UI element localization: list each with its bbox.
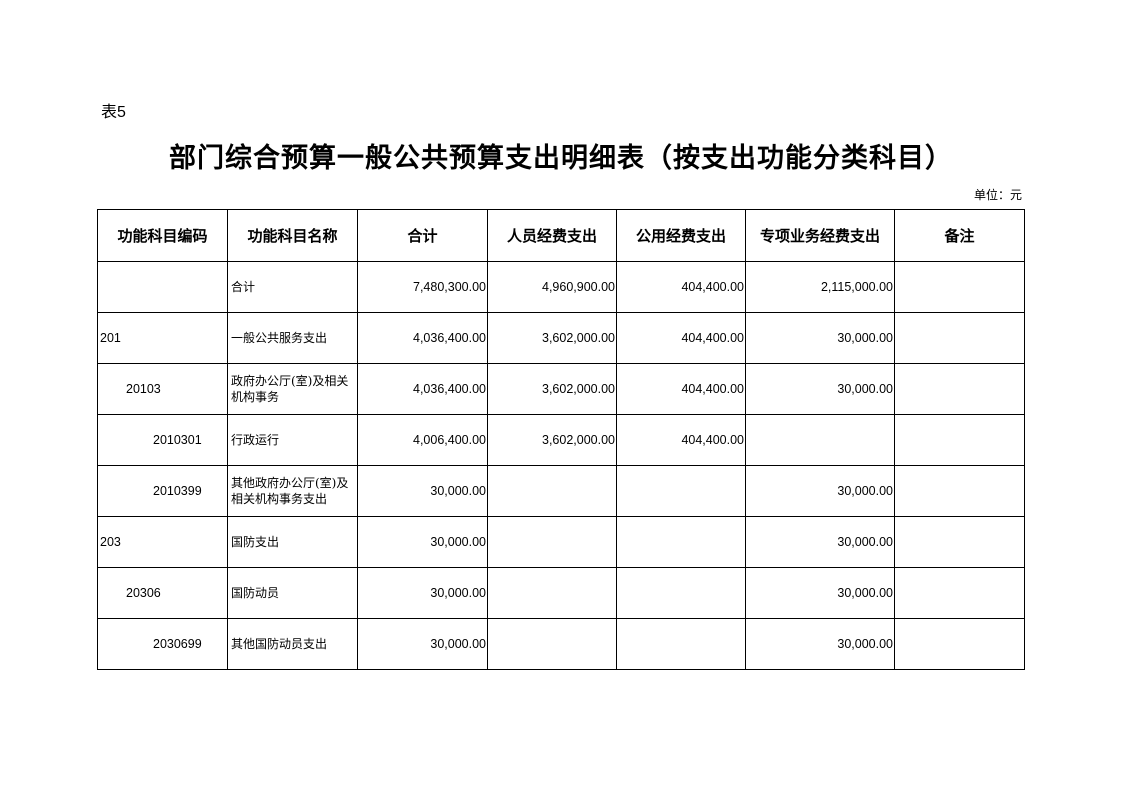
- cell-public: 404,400.00: [616, 312, 746, 364]
- cell-note: [894, 261, 1025, 313]
- cell-public: 404,400.00: [616, 414, 746, 466]
- table-row: 203 国防支出 30,000.00 30,000.00: [97, 516, 1025, 568]
- cell-special: [745, 414, 895, 466]
- cell-personnel: [487, 465, 617, 517]
- cell-public: [616, 618, 746, 670]
- table-row: 2030699 其他国防动员支出 30,000.00 30,000.00: [97, 618, 1025, 670]
- col-header-personnel: 人员经费支出: [487, 209, 617, 262]
- cell-special: 30,000.00: [745, 516, 895, 568]
- cell-code: [97, 261, 228, 313]
- cell-total: 30,000.00: [357, 567, 488, 619]
- cell-personnel: 3,602,000.00: [487, 414, 617, 466]
- cell-special: 30,000.00: [745, 363, 895, 415]
- cell-code: 20103: [97, 363, 228, 415]
- cell-personnel: [487, 516, 617, 568]
- cell-personnel: 4,960,900.00: [487, 261, 617, 313]
- col-header-public: 公用经费支出: [616, 209, 746, 262]
- cell-code: 2030699: [97, 618, 228, 670]
- cell-total: 4,036,400.00: [357, 312, 488, 364]
- cell-note: [894, 465, 1025, 517]
- cell-total: 30,000.00: [357, 516, 488, 568]
- header-row: 功能科目编码 功能科目名称 合计 人员经费支出 公用经费支出 专项业务经费支出 …: [97, 209, 1025, 262]
- table-row: 20306 国防动员 30,000.00 30,000.00: [97, 567, 1025, 619]
- cell-note: [894, 567, 1025, 619]
- table-row: 201 一般公共服务支出 4,036,400.00 3,602,000.00 404,4…: [97, 312, 1025, 364]
- table-row: 20103 政府办公厅(室)及相关机构事务 4,036,400.00 3,602,00…: [97, 363, 1025, 415]
- cell-total: 4,006,400.00: [357, 414, 488, 466]
- cell-note: [894, 363, 1025, 415]
- cell-name: 政府办公厅(室)及相关机构事务: [227, 363, 358, 415]
- cell-special: 2,115,000.00: [745, 261, 895, 313]
- cell-note: [894, 414, 1025, 466]
- col-header-special: 专项业务经费支出: [745, 209, 895, 262]
- cell-note: [894, 618, 1025, 670]
- cell-code: 201: [97, 312, 228, 364]
- cell-special: 30,000.00: [745, 618, 895, 670]
- cell-code: 2010301: [97, 414, 228, 466]
- cell-total: 30,000.00: [357, 465, 488, 517]
- cell-name: 一般公共服务支出: [227, 312, 358, 364]
- unit-label: 单位：元: [973, 188, 1022, 202]
- page-title: 部门综合预算一般公共预算支出明细表（按支出功能分类科目）: [169, 143, 953, 174]
- cell-public: 404,400.00: [616, 363, 746, 415]
- cell-name: 其他国防动员支出: [227, 618, 358, 670]
- col-header-code: 功能科目编码: [97, 209, 228, 262]
- cell-public: [616, 567, 746, 619]
- table-row: 2010399 其他政府办公厅(室)及相关机构事务支出 30,000.00 30,00…: [97, 465, 1025, 517]
- cell-special: 30,000.00: [745, 465, 895, 517]
- cell-personnel: [487, 567, 617, 619]
- cell-name: 国防动员: [227, 567, 358, 619]
- cell-public: [616, 465, 746, 517]
- table-label: 表5: [101, 104, 126, 121]
- cell-code: 203: [97, 516, 228, 568]
- col-header-name: 功能科目名称: [227, 209, 358, 262]
- cell-name: 合计: [227, 261, 358, 313]
- cell-note: [894, 312, 1025, 364]
- table-row: 2010301 行政运行 4,006,400.00 3,602,000.00 404,4…: [97, 414, 1025, 466]
- cell-total: 30,000.00: [357, 618, 488, 670]
- cell-name: 其他政府办公厅(室)及相关机构事务支出: [227, 465, 358, 517]
- cell-personnel: 3,602,000.00: [487, 363, 617, 415]
- col-header-note: 备注: [894, 209, 1025, 262]
- cell-total: 7,480,300.00: [357, 261, 488, 313]
- cell-personnel: 3,602,000.00: [487, 312, 617, 364]
- cell-total: 4,036,400.00: [357, 363, 488, 415]
- table-row: 合计 7,480,300.00 4,960,900.00 404,400.00 2,11…: [97, 261, 1025, 313]
- cell-special: 30,000.00: [745, 567, 895, 619]
- cell-special: 30,000.00: [745, 312, 895, 364]
- cell-public: [616, 516, 746, 568]
- budget-table: 功能科目编码 功能科目名称 合计 人员经费支出 公用经费支出 专项业务经费支出 …: [97, 209, 1025, 670]
- cell-code: 20306: [97, 567, 228, 619]
- cell-personnel: [487, 618, 617, 670]
- cell-name: 行政运行: [227, 414, 358, 466]
- cell-code: 2010399: [97, 465, 228, 517]
- col-header-total: 合计: [357, 209, 488, 262]
- cell-note: [894, 516, 1025, 568]
- cell-name: 国防支出: [227, 516, 358, 568]
- cell-public: 404,400.00: [616, 261, 746, 313]
